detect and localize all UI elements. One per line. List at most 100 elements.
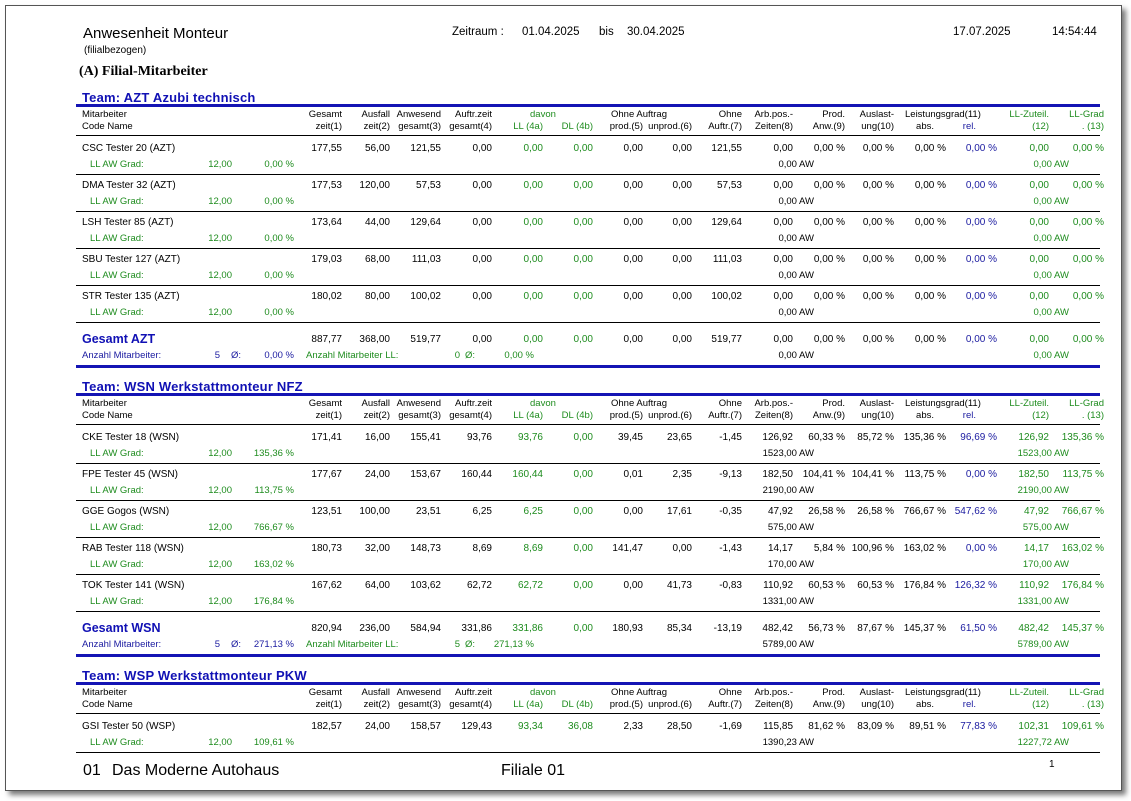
total-col-11: 56,73 %	[808, 623, 845, 634]
header-prod-5: prod.(5)	[609, 410, 643, 421]
value-col-15: 47,92	[1023, 506, 1049, 517]
value-col-15: 126,92	[1018, 432, 1049, 443]
avg-label: Ø:	[231, 350, 242, 361]
header-c2a: Ausfall	[361, 398, 390, 409]
value-col-2: 120,00	[359, 180, 390, 191]
total-col-3: 584,94	[410, 623, 441, 634]
value-col-9: 121,55	[711, 143, 742, 154]
header-c9b: Anw.(9)	[812, 699, 845, 710]
value-col-16: 0,00 %	[1072, 217, 1104, 228]
total-aw-col-12: 0,00 AW	[1033, 350, 1069, 361]
ll-aw-value: 12,00	[208, 485, 232, 496]
header-mitarbeiter: Mitarbeiter	[82, 398, 127, 409]
value-col-14: 126,32 %	[954, 580, 997, 591]
header-c10a: Auslast-	[859, 687, 894, 698]
value-col-4: 0,00	[472, 254, 492, 265]
value-col-6: 0,00	[573, 580, 593, 591]
header-c10b: ung(10)	[861, 410, 894, 421]
employee-name: CSC Tester 20 (AZT)	[82, 143, 176, 154]
value-col-3: 158,57	[410, 721, 441, 732]
total-col-15: 482,42	[1018, 623, 1049, 634]
value-col-15: 0,00	[1029, 217, 1049, 228]
value-col-3: 100,02	[410, 291, 441, 302]
ll-aw-grad-label: LL AW Grad:	[90, 559, 144, 570]
row-divider	[76, 174, 1100, 175]
header-c2b: zeit(2)	[363, 121, 390, 132]
ll-aw-percent: 109,61 %	[253, 737, 294, 748]
total-col-10: 482,42	[762, 623, 793, 634]
aw-col-8: 1523,00 AW	[762, 448, 814, 459]
ll-aw-percent: 176,84 %	[253, 596, 294, 607]
header-rel: rel.	[962, 699, 976, 710]
aw-col-8: 575,00 AW	[767, 522, 814, 533]
ll-avg-label: Ø:	[465, 639, 476, 650]
value-col-7: 0,00	[623, 580, 643, 591]
team-title: Team: WSP Werkstattmonteur PKW	[82, 668, 307, 683]
header-c3b: gesamt(3)	[398, 121, 441, 132]
ll-aw-percent: 113,75 %	[254, 485, 294, 496]
header-unprod-6: unprod.(6)	[648, 121, 692, 132]
aw-col-12: 575,00 AW	[1022, 522, 1069, 533]
header-c4b: gesamt(4)	[449, 410, 492, 421]
ll-aw-value: 12,00	[208, 448, 232, 459]
value-col-9: -0,83	[719, 580, 742, 591]
report-title: Anwesenheit Monteur	[83, 25, 229, 42]
total-col-7: 0,00	[623, 334, 643, 345]
footer-code: 01	[83, 762, 101, 779]
value-col-10: 0,00	[773, 143, 793, 154]
aw-col-12: 170,00 AW	[1022, 559, 1069, 570]
value-col-7: 141,47	[612, 543, 643, 554]
value-col-8: 23,65	[666, 432, 692, 443]
header-c12a: LL-Zuteil.	[1009, 398, 1049, 409]
value-col-1: 177,55	[311, 143, 342, 154]
value-col-2: 16,00	[364, 432, 390, 443]
value-col-7: 0,01	[623, 469, 643, 480]
row-divider	[76, 752, 1100, 753]
aw-col-8: 1331,00 AW	[762, 596, 814, 607]
aw-col-8: 0,00 AW	[778, 233, 814, 244]
value-col-9: 57,53	[716, 180, 742, 191]
header-abs: abs.	[916, 121, 934, 132]
value-col-6: 0,00	[573, 217, 593, 228]
aw-col-8: 1390,23 AW	[762, 737, 814, 748]
team-divider	[76, 682, 1100, 685]
total-col-9: 519,77	[711, 334, 742, 345]
ll-aw-percent: 0,00 %	[264, 307, 294, 318]
aw-col-12: 1523,00 AW	[1017, 448, 1069, 459]
header-c13a: LL-Grad	[1069, 687, 1104, 698]
header-davon: davon	[530, 398, 556, 409]
value-col-1: 173,64	[311, 217, 342, 228]
header-c7a: Ohne	[718, 398, 742, 409]
team-total-title: Gesamt WSN	[82, 621, 161, 635]
value-col-9: 100,02	[711, 291, 742, 302]
value-col-16: 0,00 %	[1072, 143, 1104, 154]
value-col-5: 0,00	[523, 180, 543, 191]
ll-aw-percent: 0,00 %	[264, 196, 294, 207]
anzahl-ll-label: Anzahl Mitarbeiter LL:	[306, 350, 399, 361]
ll-aw-grad-label: LL AW Grad:	[90, 522, 144, 533]
value-col-1: 177,53	[311, 180, 342, 191]
header-c9a: Prod.	[822, 398, 845, 409]
value-col-4: 160,44	[461, 469, 492, 480]
employee-name: DMA Tester 32 (AZT)	[82, 180, 176, 191]
value-col-2: 64,00	[364, 580, 390, 591]
header-code-name: Code Name	[82, 410, 133, 421]
total-aw-col-8: 5789,00 AW	[762, 639, 814, 650]
row-divider	[76, 463, 1100, 464]
aw-col-8: 0,00 AW	[778, 270, 814, 281]
value-col-4: 62,72	[466, 580, 492, 591]
value-col-3: 129,64	[410, 217, 441, 228]
total-divider	[76, 654, 1100, 657]
value-col-12: 104,41 %	[851, 469, 894, 480]
value-col-7: 0,00	[623, 291, 643, 302]
total-col-8: 0,00	[672, 334, 692, 345]
value-col-7: 0,00	[623, 143, 643, 154]
header-divider	[76, 424, 1100, 425]
ll-aw-percent: 0,00 %	[264, 159, 294, 170]
value-col-6: 0,00	[573, 469, 593, 480]
value-col-3: 111,03	[411, 254, 441, 265]
value-col-14: 0,00 %	[965, 291, 997, 302]
anzahl-mitarbeiter-label: Anzahl Mitarbeiter:	[82, 350, 162, 361]
ll-aw-value: 12,00	[208, 737, 232, 748]
value-col-4: 0,00	[472, 217, 492, 228]
